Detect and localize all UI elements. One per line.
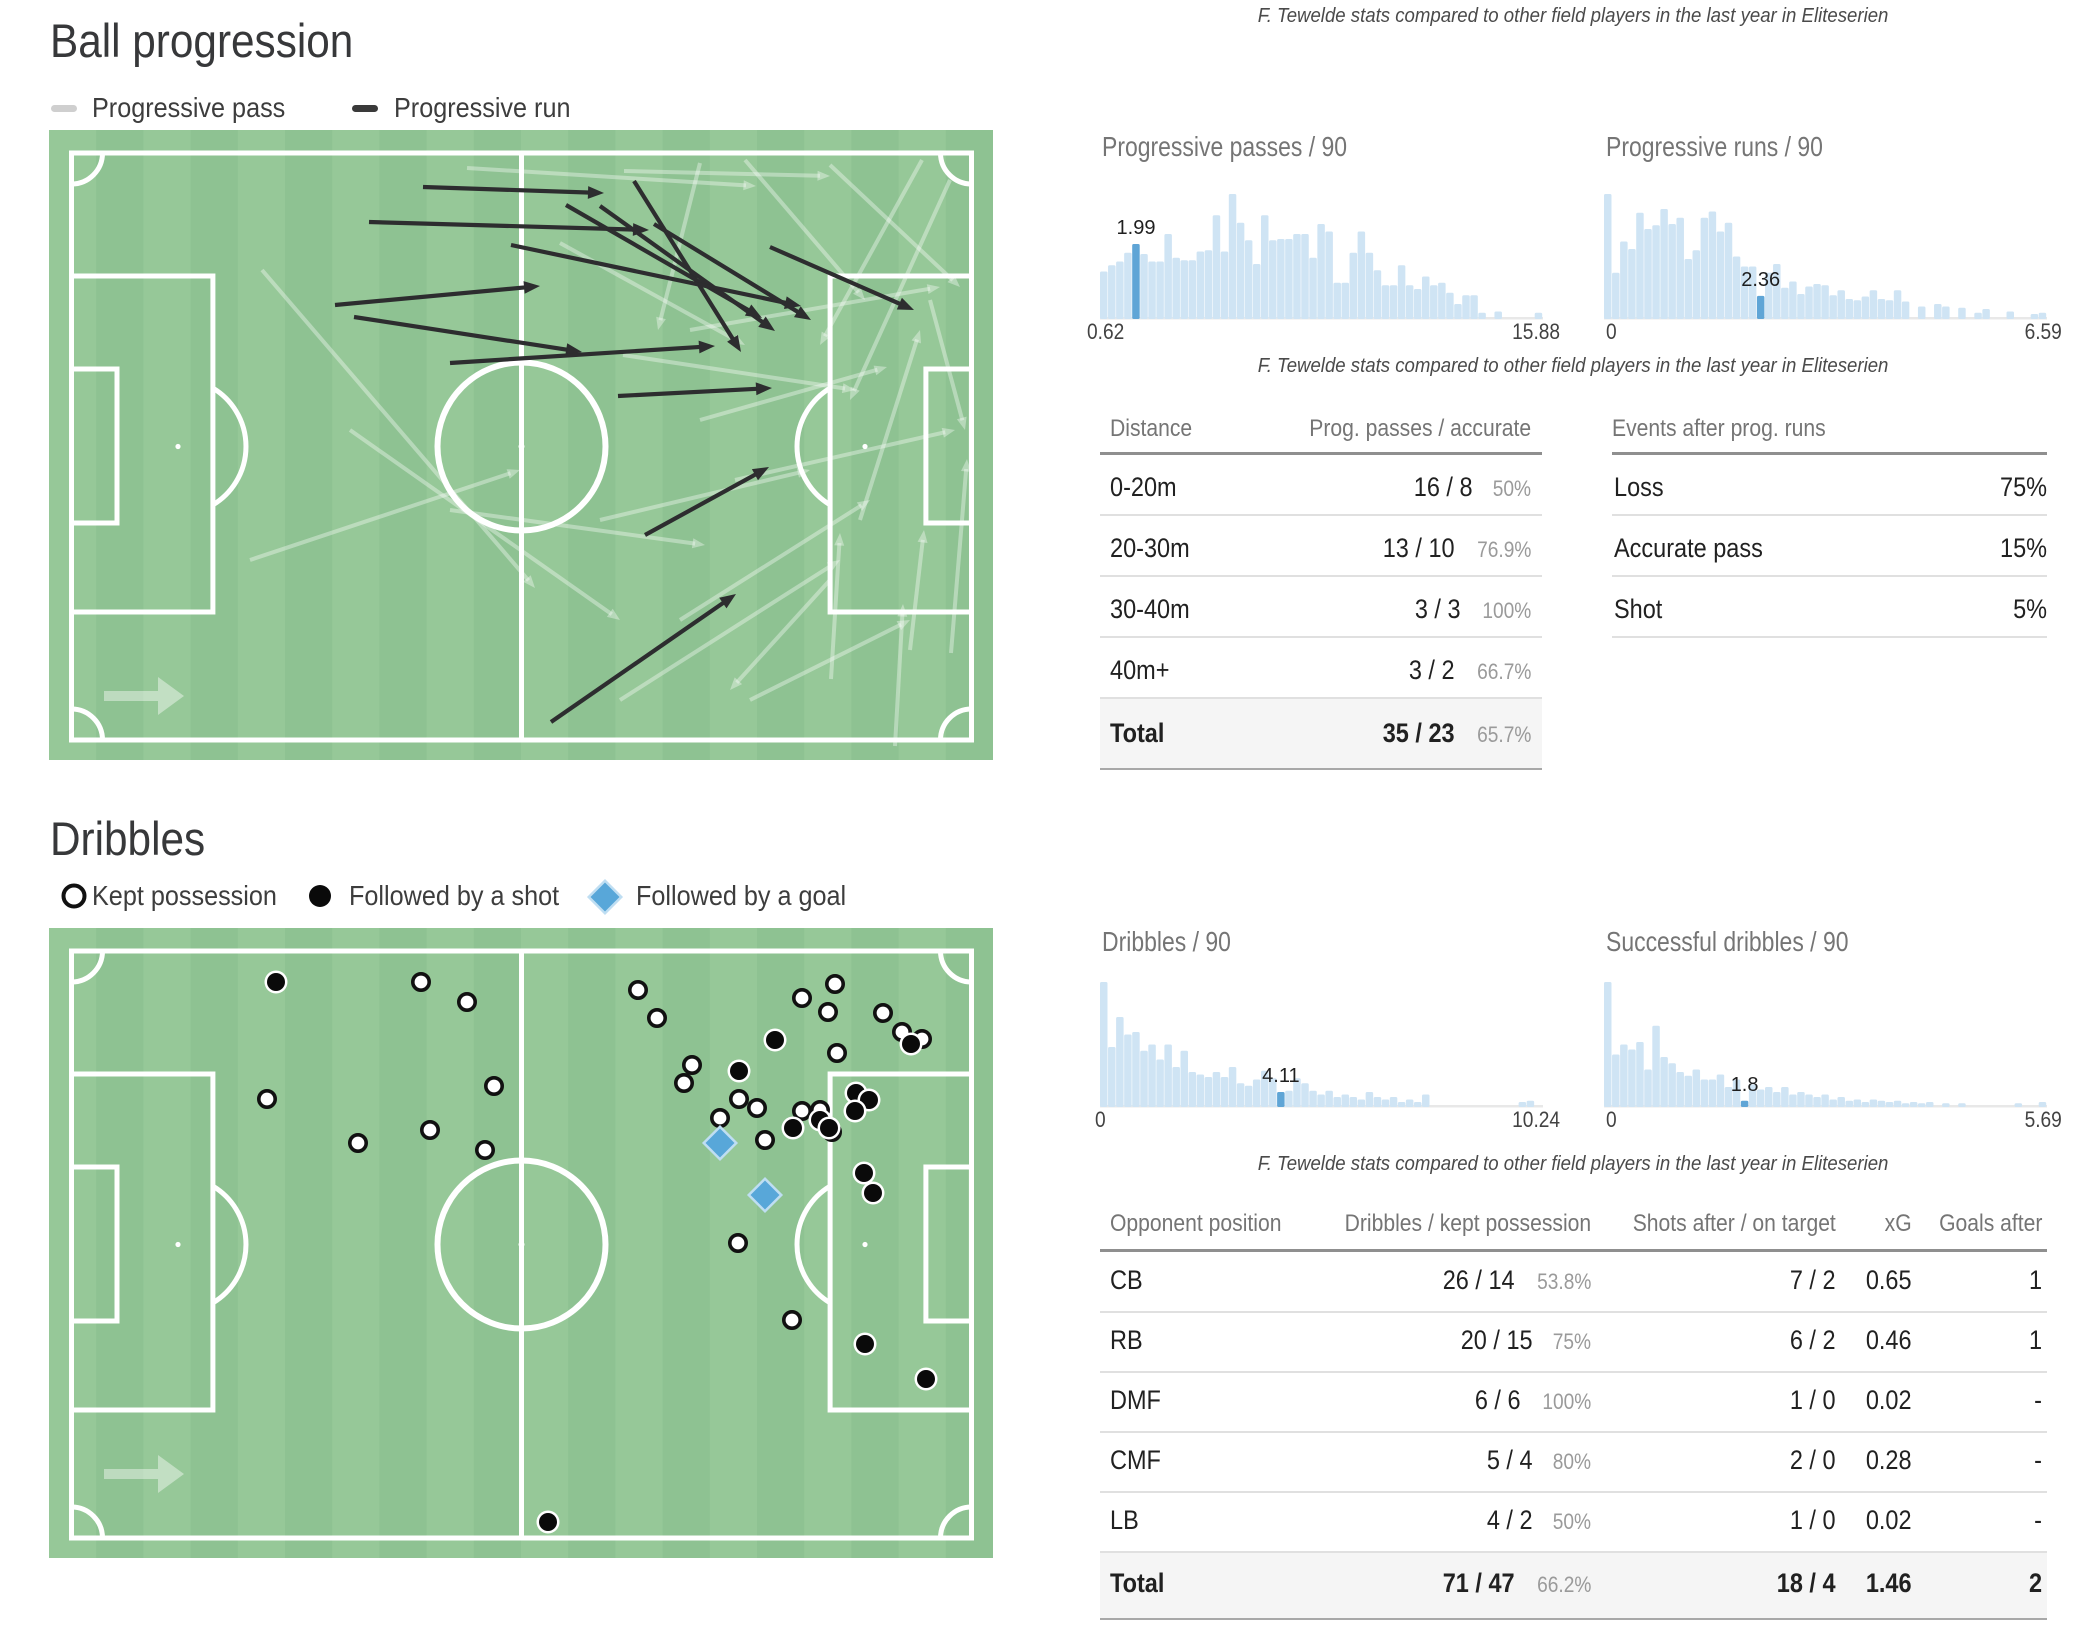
svg-text:2.36: 2.36 — [1741, 269, 1780, 291]
svg-text:4.11: 4.11 — [1262, 1065, 1299, 1087]
svg-text:1.99: 1.99 — [1117, 217, 1156, 239]
svg-text:1.8: 1.8 — [1731, 1074, 1759, 1096]
